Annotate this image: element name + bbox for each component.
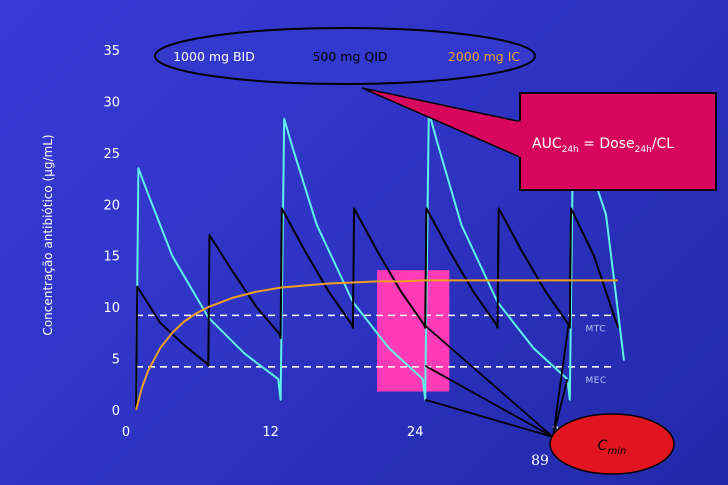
x-tick-label: 12 bbox=[262, 425, 279, 440]
x-tick-label: 0 bbox=[122, 425, 130, 440]
reference-label-mec: MEC bbox=[585, 376, 606, 386]
series-line-0 bbox=[135, 110, 625, 411]
formula-box bbox=[519, 92, 717, 191]
callout-joint bbox=[519, 121, 523, 157]
y-tick-label: 5 bbox=[112, 353, 120, 368]
callout-pointer bbox=[361, 87, 523, 160]
cmin-pointer bbox=[424, 398, 554, 438]
legend: 1000 mg BID 500 mg QID 2000 mg IC bbox=[154, 27, 536, 85]
reference-label-mtc: MTC bbox=[585, 324, 606, 334]
cmin-pointer bbox=[552, 324, 570, 438]
y-tick-label: 20 bbox=[103, 198, 120, 213]
y-axis-label: Concentração antibiótico (μg/mL) bbox=[41, 134, 55, 335]
y-tick-label: 30 bbox=[103, 95, 120, 110]
cmin-ellipse bbox=[549, 413, 675, 475]
y-tick-label: 10 bbox=[103, 301, 120, 316]
y-tick-label: 35 bbox=[103, 44, 120, 59]
formula-text: AUC24h = Dose24h/CL bbox=[532, 136, 674, 155]
legend-entry-ic: 2000 mg IC bbox=[448, 49, 521, 64]
y-tick-label: 15 bbox=[103, 250, 120, 265]
reference-lines: MTC MEC bbox=[136, 314, 612, 386]
y-tick-label: 0 bbox=[112, 404, 120, 419]
page-number: 89 bbox=[531, 453, 549, 469]
cmin-pointer bbox=[424, 364, 554, 438]
series-line-2 bbox=[135, 279, 618, 411]
cmin-pointer bbox=[423, 323, 554, 438]
legend-entry-bid: 1000 mg BID bbox=[173, 49, 255, 64]
x-tick-labels: 0122436 bbox=[122, 425, 568, 440]
series-line-1 bbox=[135, 207, 619, 411]
cmin-pointer-lines bbox=[423, 323, 570, 438]
x-tick-label: 24 bbox=[407, 425, 424, 440]
auc-callout: AUC24h = Dose24h/CL bbox=[361, 87, 717, 191]
series-lines bbox=[135, 110, 625, 411]
cmin-pointer bbox=[552, 378, 569, 438]
y-tick-labels: 0 5 10 15 20 25 30 35 bbox=[103, 44, 120, 419]
y-tick-label: 25 bbox=[103, 147, 120, 162]
cmin-label: Cmin bbox=[598, 438, 627, 457]
legend-entry-qid: 500 mg QID bbox=[312, 49, 387, 64]
legend-ellipse bbox=[154, 27, 536, 85]
cmin-callout: Cmin bbox=[549, 413, 675, 475]
